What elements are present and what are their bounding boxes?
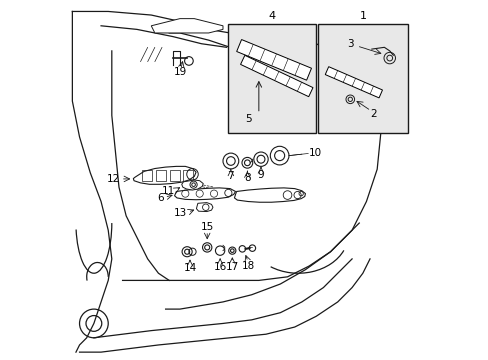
Text: 6: 6 — [157, 193, 163, 203]
Text: 14: 14 — [183, 263, 196, 273]
Bar — [183, 170, 193, 181]
Polygon shape — [174, 188, 235, 200]
Polygon shape — [182, 180, 203, 190]
Text: 16: 16 — [213, 262, 226, 272]
FancyBboxPatch shape — [228, 24, 316, 134]
Polygon shape — [196, 203, 212, 212]
Polygon shape — [325, 67, 382, 98]
Text: 1: 1 — [359, 11, 366, 21]
Polygon shape — [236, 40, 311, 80]
FancyBboxPatch shape — [317, 24, 407, 134]
Text: 3: 3 — [346, 39, 353, 49]
Bar — [142, 170, 152, 181]
Text: 19: 19 — [173, 67, 186, 77]
Text: 13: 13 — [174, 208, 187, 218]
Bar — [156, 170, 165, 181]
Polygon shape — [234, 188, 305, 202]
Text: 2: 2 — [369, 109, 376, 119]
Text: 10: 10 — [308, 148, 322, 158]
Text: 11: 11 — [161, 186, 174, 196]
Text: 15: 15 — [200, 222, 213, 231]
Text: 5: 5 — [244, 114, 251, 124]
Text: 9: 9 — [257, 170, 264, 180]
Text: 8: 8 — [244, 173, 250, 183]
Bar — [169, 170, 179, 181]
Polygon shape — [133, 166, 196, 184]
Text: 4: 4 — [268, 11, 275, 21]
Polygon shape — [151, 19, 223, 33]
Text: 17: 17 — [225, 262, 239, 272]
Text: 18: 18 — [241, 261, 254, 271]
Text: 7: 7 — [227, 171, 234, 181]
Polygon shape — [240, 55, 312, 97]
Text: 12: 12 — [106, 174, 120, 184]
